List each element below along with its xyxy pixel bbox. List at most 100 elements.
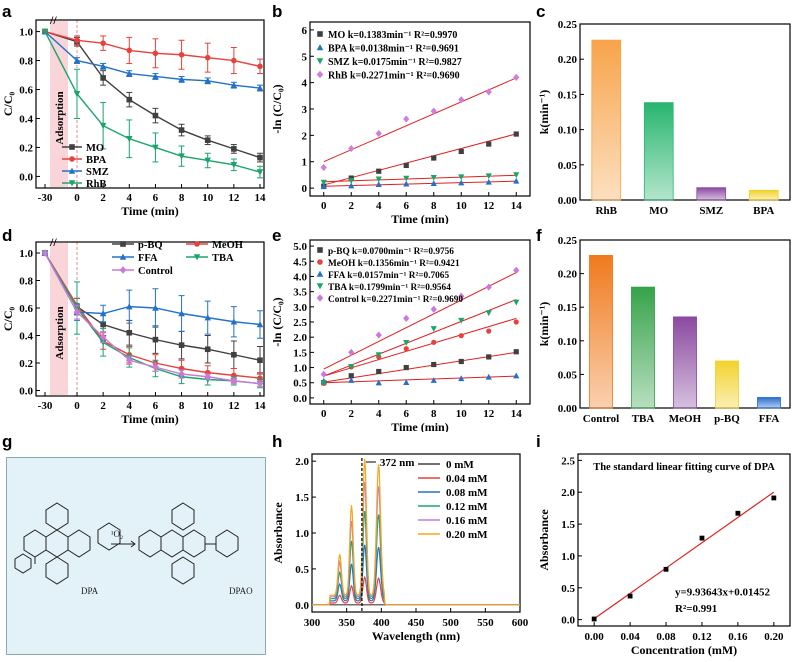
data-point-FFA [513, 372, 520, 379]
legend-label-TBA: TBA [212, 253, 234, 264]
data-point-SMZ [152, 73, 159, 80]
panel-label-c: c [536, 2, 546, 21]
x-tick-label: 0 [321, 200, 327, 212]
fit-line-MO [323, 133, 517, 186]
y-tick-label: 4 [302, 78, 308, 90]
data-point-Control [375, 331, 382, 339]
data-point-TBA [430, 326, 437, 332]
data-point-p-BQ [152, 336, 159, 343]
data-point-MO [231, 146, 237, 152]
x-tick-label: 14 [255, 400, 267, 412]
y-tick-label: 0.0 [295, 600, 309, 612]
x-tick-label: 6 [404, 408, 410, 420]
bar-Control [589, 254, 613, 409]
x-tick-label: 0.08 [656, 631, 676, 643]
data-point-MO [100, 75, 106, 81]
legend-marker-MeOH [194, 241, 200, 247]
x-tick-label: 300 [304, 617, 321, 629]
chart-c-rate-bars: 0.00 0.05 0.10 0.15 0.20 0.25 k(min⁻¹) RhB MO SMZ… [537, 19, 791, 217]
x-tick-label: 0 [74, 192, 80, 204]
data-point-BPA [348, 182, 355, 189]
x-tick-label: -30 [38, 400, 53, 412]
data-point-MO [458, 148, 464, 155]
y-tick-label: 0.05 [558, 369, 578, 381]
data-point-RhB [430, 107, 437, 115]
y-tick-label: 2.0 [295, 456, 309, 468]
panel-label-a: a [2, 2, 12, 21]
data-point-BPA [430, 180, 437, 186]
data-point [591, 616, 597, 622]
data-point-FFA [348, 377, 355, 383]
legend-marker-TBA [316, 283, 324, 290]
dpa-reaction-scheme: ¹O₂ DPA DPAO [14, 502, 253, 596]
data-point-SMZ [348, 178, 355, 184]
legend-label-MO: MO [86, 143, 104, 154]
legend-label-Control: Control k=0.2271min⁻¹ R²=0.9690 [328, 295, 463, 305]
y-tick-label: 4.5 [293, 256, 307, 268]
chart-f-scavenger-bars: 0.00 0.05 0.10 0.15 0.20 0.25 k(min⁻¹) Control T… [537, 235, 791, 425]
legend-marker-MO [69, 144, 75, 150]
data-point-RhB [41, 28, 49, 35]
data-point-TBA [513, 299, 520, 306]
y-tick-label: 0.0 [561, 615, 575, 627]
y-tick-label: 2.5 [293, 317, 307, 329]
data-point-RhB [485, 88, 492, 96]
x-tick-label: 0 [74, 400, 80, 412]
data-point-p-BQ [126, 329, 133, 336]
legend-label-SMZ: SMZ k=0.0175min⁻¹ R²=0.9827 [328, 57, 462, 68]
adsorption-label: Adsorption [54, 91, 66, 144]
data-point-SMZ [320, 179, 327, 186]
data-point-MO [486, 141, 492, 147]
data-point-Control [430, 305, 437, 313]
x-axis-label: Time (min) [391, 420, 448, 432]
fit-line-BPA [323, 180, 517, 187]
data-point-BPA [126, 47, 133, 54]
legend-marker-RhB [68, 180, 76, 187]
dpa-molecule [14, 502, 121, 585]
legend-marker-BPA [69, 156, 75, 162]
y-tick-label: 1.5 [293, 347, 307, 359]
data-point-BPA [231, 57, 237, 64]
x-tick-label: 2 [349, 408, 355, 420]
data-point-p-BQ [178, 342, 185, 348]
fit-r2: R²=0.991 [675, 603, 717, 615]
bar-p-BQ [715, 360, 739, 409]
legend-label-p-BQ: p-BQ k=0.0700min⁻¹ R²=0.9756 [328, 247, 454, 257]
legend-label-MeOH: MeOH k=0.1356min⁻¹ R²=0.9421 [328, 259, 460, 269]
legend-label-BPA: BPA k=0.0138min⁻¹ R²=0.9691 [328, 44, 459, 55]
category-label-Control: Control [583, 413, 619, 425]
x-tick-label: 2 [100, 400, 106, 412]
data-point-BPA [178, 51, 185, 58]
data-point-RhB [125, 135, 133, 143]
data-point-BPA [320, 183, 327, 190]
data-point-BPA [257, 63, 263, 70]
data-point-TBA [375, 352, 382, 358]
data-point-MO [257, 154, 263, 161]
x-tick-label: 8 [431, 200, 437, 212]
data-point-FFA [178, 310, 185, 317]
category-label-BPA: BPA [753, 205, 774, 217]
y-tick-label: 0.4 [19, 331, 33, 343]
x-tick-label: -30 [38, 192, 53, 204]
x-tick-label: 2 [100, 192, 106, 204]
data-point-FFA [256, 321, 264, 328]
x-tick-label: 12 [483, 408, 495, 420]
data-point-Control [125, 356, 133, 365]
data-point-Control [204, 372, 212, 381]
legend-label-Control: Control [138, 266, 173, 277]
data-point-BPA [458, 179, 465, 186]
data-point-Control [152, 363, 159, 371]
y-tick-label: 0.15 [558, 302, 578, 314]
y-axis-label: C/C₀ [1, 306, 15, 331]
x-tick-label: 350 [338, 617, 355, 629]
data-point [735, 510, 741, 516]
y-tick-label: 4.0 [293, 271, 307, 283]
y-tick-label: 0.2 [19, 142, 33, 154]
y-axis-label: Absorbance [271, 502, 285, 564]
x-axis-label: Wavelength (nm) [372, 629, 460, 643]
fit-line [593, 491, 775, 620]
data-point-SMZ [125, 70, 133, 77]
reagent-label: ¹O₂ [111, 529, 123, 539]
dpao-molecule [138, 502, 239, 585]
x-tick-label: 12 [228, 400, 240, 412]
